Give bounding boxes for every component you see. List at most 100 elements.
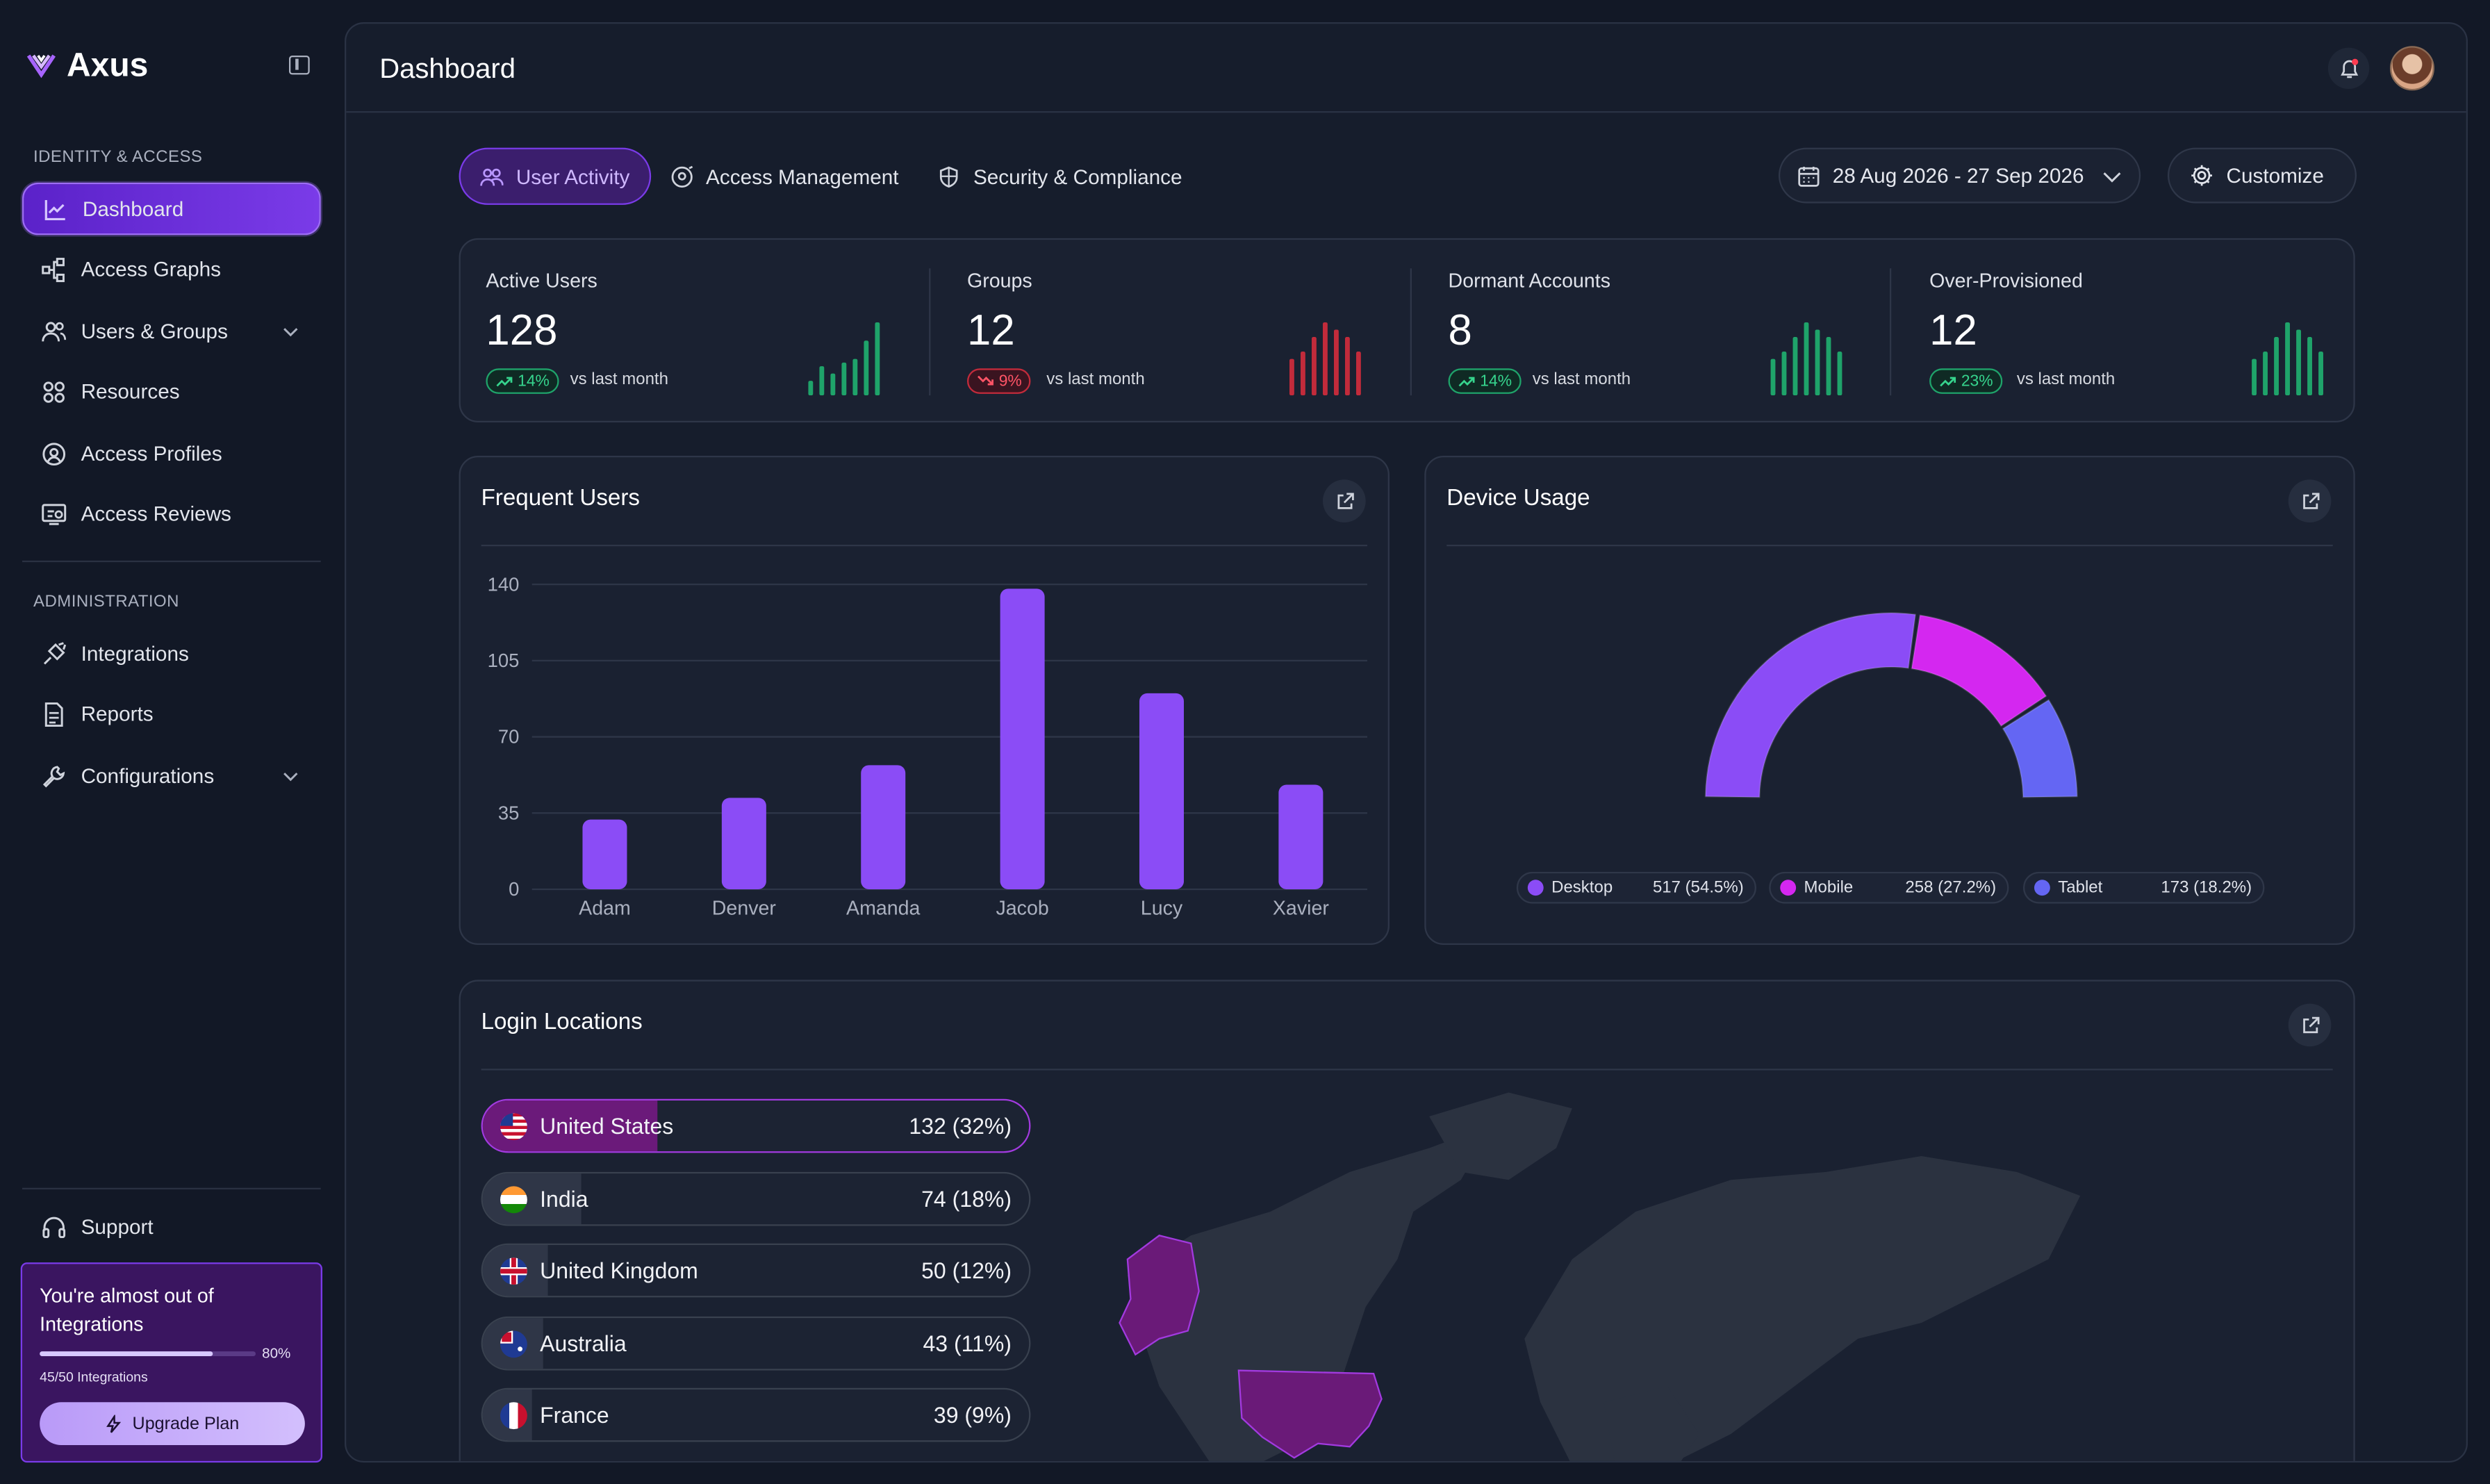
kpi-value: 128 <box>486 306 558 354</box>
france-flag-icon <box>500 1402 527 1430</box>
location-value: 132 (32%) <box>909 1113 1012 1139</box>
notifications-button[interactable] <box>2327 47 2370 89</box>
slice-tablet[interactable] <box>2002 699 2078 798</box>
legend-label: Tablet <box>2058 877 2103 898</box>
tab-user-activity[interactable]: User Activity <box>459 147 651 205</box>
location-row-france[interactable]: France 39 (9%) <box>481 1387 1031 1442</box>
upgrade-plan-button[interactable]: Upgrade Plan <box>40 1402 305 1445</box>
page-title: Dashboard <box>379 52 516 85</box>
spark-bar <box>864 340 869 396</box>
graph-icon <box>42 256 65 281</box>
spark-bar <box>875 322 880 396</box>
users-icon <box>480 167 504 186</box>
kpi-change: 14% <box>518 372 550 390</box>
frequent-users-bar-chart: 0 35 70 105 140 Adam Denver Amanda Jacob Lucy Xavi… <box>488 573 1367 920</box>
sidebar-item-label: Resources <box>81 379 180 404</box>
promo-title: You're almost out of Integrations <box>40 1285 214 1336</box>
sidebar-collapse-icon[interactable] <box>288 55 310 75</box>
kpi-change-badge: 14% <box>1448 368 1522 394</box>
sidebar-item-users-groups[interactable]: Users & Groups <box>22 305 321 357</box>
sidebar-item-access-reviews[interactable]: Access Reviews <box>22 488 321 540</box>
sidebar-item-integrations[interactable]: Integrations <box>22 627 321 679</box>
sidebar-item-dashboard[interactable]: Dashboard <box>22 182 321 236</box>
india-flag-icon <box>500 1186 527 1214</box>
bar-amanda[interactable] <box>861 765 906 889</box>
location-row-us[interactable]: United States 132 (32%) <box>481 1098 1031 1153</box>
legend-value: 173 (18.2%) <box>2161 877 2252 898</box>
sidebar-item-label: Access Profiles <box>81 441 222 465</box>
location-row-partial[interactable] <box>481 1460 1031 1461</box>
kpi-label: Over-Provisioned <box>1929 270 2083 292</box>
bar-xavier[interactable] <box>1278 784 1324 889</box>
sidebar-item-configurations[interactable]: Configurations <box>22 750 321 802</box>
date-range-picker[interactable]: 28 Aug 2026 - 27 Sep 2026 <box>1778 147 2141 204</box>
legend-value: 258 (27.2%) <box>1905 877 1997 898</box>
chevron-down-icon[interactable] <box>283 768 299 784</box>
x-tick-label: Amanda <box>846 898 920 920</box>
external-link-icon <box>2302 492 2319 509</box>
map-greenland <box>1429 1092 1572 1180</box>
map-middle-east <box>1603 1386 1699 1461</box>
legend-dot <box>1780 880 1797 896</box>
x-tick-label: Lucy <box>1141 898 1183 920</box>
open-external-button[interactable] <box>1322 479 1366 522</box>
chevron-down-icon[interactable] <box>283 324 299 340</box>
x-tick-label: Xavier <box>1273 898 1329 920</box>
y-tick-label: 70 <box>498 726 519 748</box>
y-tick-label: 0 <box>509 878 519 900</box>
spark-bar <box>1289 358 1294 396</box>
location-value: 50 (12%) <box>921 1258 1012 1283</box>
app-logo[interactable]: Axus <box>26 48 149 86</box>
sidebar-item-support[interactable]: Support <box>22 1201 321 1253</box>
report-icon <box>44 701 63 726</box>
spark-bar <box>1804 322 1809 396</box>
bar-jacob[interactable] <box>1000 588 1045 889</box>
location-row-uk[interactable]: United Kingdom 50 (12%) <box>481 1243 1031 1298</box>
upgrade-promo-card: You're almost out of Integrations 80% 45… <box>20 1262 322 1463</box>
spark-bar <box>1792 337 1798 396</box>
spark-bar <box>2285 322 2290 396</box>
card-title: Login Locations <box>481 1009 643 1036</box>
tab-label: Security & Compliance <box>973 164 1182 188</box>
kpi-label: Dormant Accounts <box>1448 270 1611 292</box>
upgrade-plan-label: Upgrade Plan <box>132 1414 240 1433</box>
sidebar-divider <box>22 560 321 563</box>
kpi-label: Active Users <box>486 270 597 292</box>
section-label-identity: IDENTITY & ACCESS <box>33 147 203 167</box>
spark-bar <box>852 358 858 396</box>
main-panel: Dashboard User Activity Access Managemen… <box>344 22 2468 1463</box>
bar-denver[interactable] <box>721 798 766 889</box>
tab-access-management[interactable]: Access Management <box>650 148 918 205</box>
spark-bar <box>2252 358 2257 396</box>
australia-flag-icon <box>500 1330 527 1358</box>
tab-label: Access Management <box>706 164 899 188</box>
promo-count: 45/50 Integrations <box>40 1369 148 1385</box>
location-row-australia[interactable]: Australia 43 (11%) <box>481 1316 1031 1371</box>
open-external-button[interactable] <box>2288 1003 2332 1047</box>
user-avatar[interactable] <box>2389 46 2434 91</box>
bar-lucy[interactable] <box>1139 693 1184 889</box>
tab-security-compliance[interactable]: Security & Compliance <box>918 148 1201 205</box>
location-row-india[interactable]: India 74 (18%) <box>481 1171 1031 1226</box>
map-eurasia <box>1524 1155 2081 1461</box>
sidebar-item-resources[interactable]: Resources <box>22 365 321 418</box>
spark-bar <box>1837 352 1842 396</box>
slice-desktop[interactable] <box>1704 612 1917 798</box>
sidebar-item-reports[interactable]: Reports <box>22 688 321 740</box>
chart-icon <box>44 199 65 220</box>
calendar-icon <box>1798 165 1820 186</box>
kpi-strip: Active Users 128 14% vs last month Group… <box>459 238 2355 422</box>
kpi-sparkline <box>1289 322 1361 396</box>
spark-bar <box>1311 337 1317 396</box>
sidebar-item-access-graphs[interactable]: Access Graphs <box>22 243 321 295</box>
kpi-change: 9% <box>998 372 1022 390</box>
progress-fill <box>40 1351 213 1356</box>
trend-up-icon <box>1458 377 1475 387</box>
sidebar-item-access-profiles[interactable]: Access Profiles <box>22 427 321 479</box>
bar-adam[interactable] <box>582 819 627 889</box>
customize-button[interactable]: Customize <box>2167 147 2357 204</box>
card-title: Device Usage <box>1446 486 1590 511</box>
open-external-button[interactable] <box>2288 479 2332 522</box>
external-link-icon <box>1337 492 1353 509</box>
slice-mobile[interactable] <box>1911 614 2047 727</box>
